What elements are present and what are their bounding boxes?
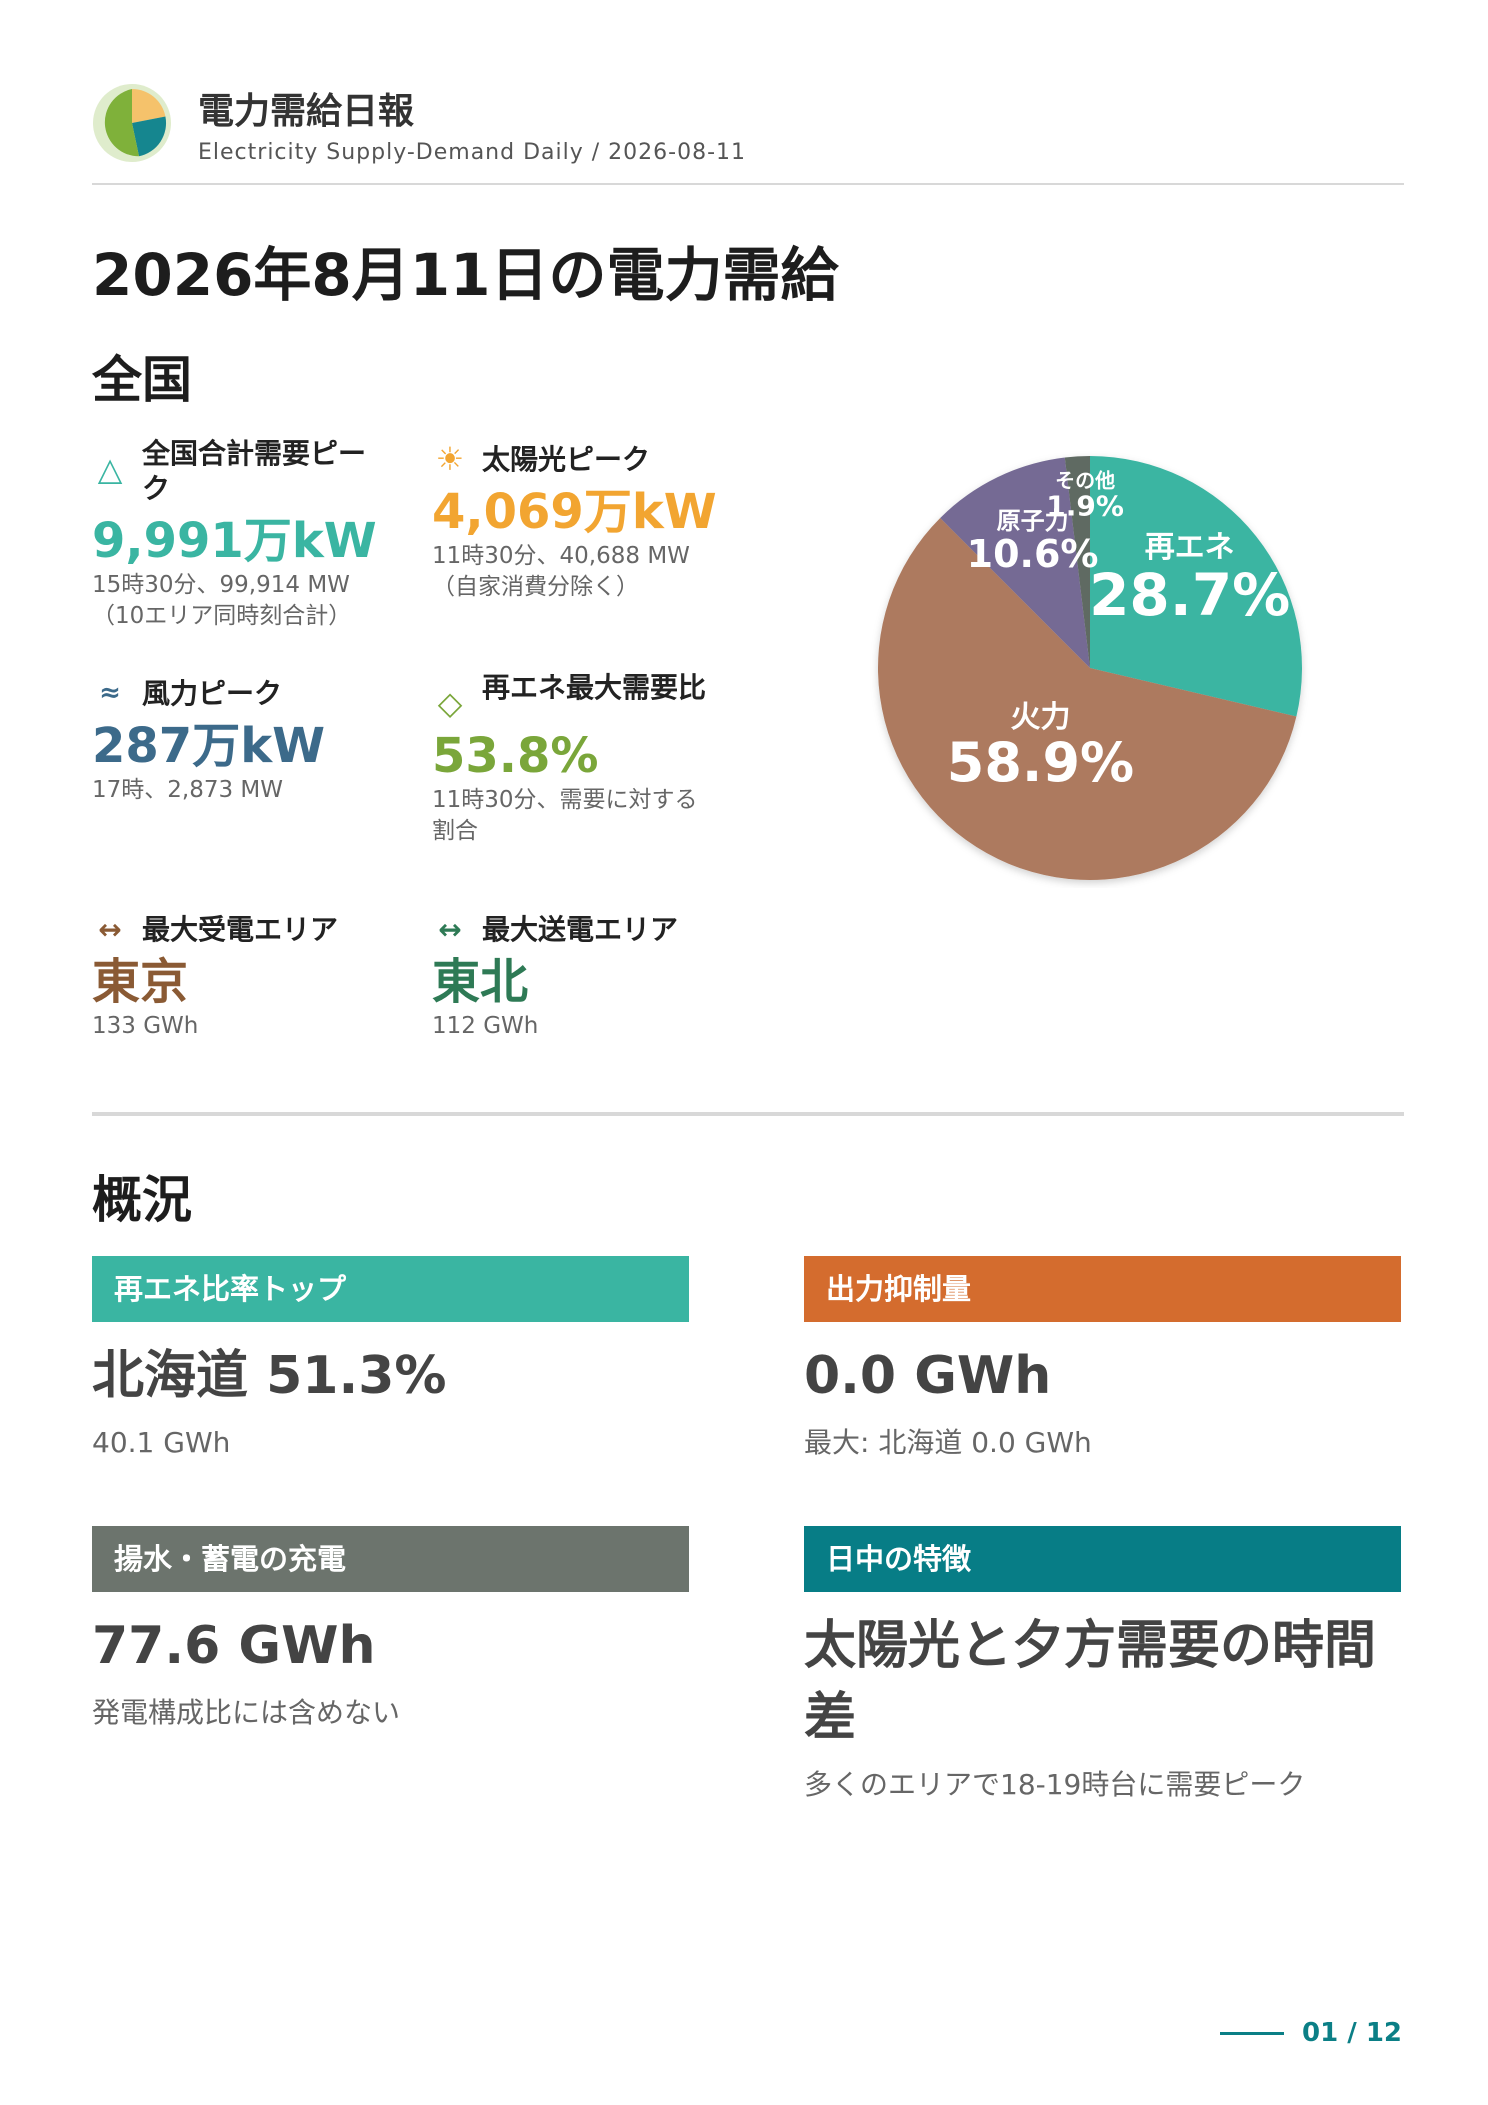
page-title: 2026年8月11日の電力需給 xyxy=(92,241,839,309)
stat-note: （自家消費分除く） xyxy=(432,574,639,600)
pie-slice xyxy=(940,457,1090,668)
stat-solar-peak: ☀ 太陽光ピーク 4,069万kW 11時30分、40,688 MW （自家消費… xyxy=(432,442,732,603)
stat-value: 4,069万kW xyxy=(432,484,717,540)
card-daytime-feature: 日中の特徴 太陽光と夕方需要の時間差 多くのエリアで18-19時台に需要ピーク xyxy=(804,1526,1401,1804)
stat-peak-demand: △ 全国合計需要ピーク 9,991万kW 15時30分、99,914 MW （1… xyxy=(92,436,392,632)
stat-note: 112 GWh xyxy=(432,1013,539,1039)
pie-slice xyxy=(1064,456,1090,668)
card-header: 日中の特徴 xyxy=(804,1526,1401,1592)
pie-slice xyxy=(1090,456,1302,717)
stat-note: 15時30分、99,914 MW xyxy=(92,572,350,598)
stat-note: 17時、2,873 MW xyxy=(92,777,284,803)
arrow-lr-icon: ↔ xyxy=(438,913,462,946)
page-number: 01 / 12 xyxy=(1302,2018,1402,2048)
stat-renewable-ratio: ◇ 再エネ最大需要比 53.8% 11時30分、需要に対する 割合 xyxy=(432,670,732,847)
header-divider xyxy=(92,183,1404,185)
section-divider xyxy=(92,1112,1404,1116)
logo-pie-icon xyxy=(93,84,171,162)
triangle-icon: △ xyxy=(97,450,123,488)
card-note: 最大: 北海道 0.0 GWh xyxy=(804,1426,1092,1459)
card-value: 77.6 GWh xyxy=(92,1616,376,1676)
stat-label: 太陽光ピーク xyxy=(482,443,651,476)
app-subtitle: Electricity Supply-Demand Daily / 2026-0… xyxy=(198,140,747,165)
stat-label: 風力ピーク xyxy=(142,677,283,710)
card-curtailment: 出力抑制量 0.0 GWh 最大: 北海道 0.0 GWh xyxy=(804,1256,1401,1462)
card-renewable-top: 再エネ比率トップ 北海道 51.3% 40.1 GWh xyxy=(92,1256,689,1462)
pie-slice-label: その他 xyxy=(1055,468,1115,492)
stat-note: 133 GWh xyxy=(92,1013,199,1039)
pie-slice-value: 58.9% xyxy=(947,731,1134,794)
stat-note: 割合 xyxy=(432,818,478,844)
stat-label: 再エネ最大需要比 xyxy=(482,671,707,704)
section-title-overview: 概況 xyxy=(92,1171,192,1229)
wind-icon: ≈ xyxy=(99,678,121,708)
stat-max-import: ↔ 最大受電エリア 東京 133 GWh xyxy=(92,912,392,1042)
card-value: 太陽光と夕方需要の時間差 xyxy=(804,1616,1377,1748)
pie-slice-value: 1.9% xyxy=(1046,489,1124,522)
pager-line xyxy=(1220,2031,1285,2035)
page-indicator: 01 / 12 xyxy=(1220,2018,1402,2048)
stat-value: 9,991万kW xyxy=(92,513,377,569)
card-value: 0.0 GWh xyxy=(804,1346,1052,1406)
card-pumped-storage: 揚水・蓄電の充電 77.6 GWh 発電構成比には含めない xyxy=(92,1526,689,1732)
arrow-lr-icon: ↔ xyxy=(98,913,122,946)
pie-slice-value: 10.6% xyxy=(967,532,1099,576)
pie-slice-label: 火力 xyxy=(1010,700,1070,735)
stat-note: （10エリア同時刻合計） xyxy=(92,603,352,629)
stat-max-export: ↔ 最大送電エリア 東北 112 GWh xyxy=(432,912,732,1042)
stat-value: 東京 xyxy=(92,954,189,1010)
stat-note: 11時30分、40,688 MW xyxy=(432,543,690,569)
card-header: 出力抑制量 xyxy=(804,1256,1401,1322)
stat-label: 最大受電エリア xyxy=(142,913,339,946)
card-note: 多くのエリアで18-19時台に需要ピーク xyxy=(804,1768,1306,1801)
stat-value: 287万kW xyxy=(92,718,326,774)
stat-note: 11時30分、需要に対する xyxy=(432,787,698,813)
pie-slice-label: 再エネ xyxy=(1145,530,1235,565)
card-note: 40.1 GWh xyxy=(92,1426,231,1459)
card-note: 発電構成比には含めない xyxy=(92,1696,401,1729)
stat-wind-peak: ≈ 風力ピーク 287万kW 17時、2,873 MW xyxy=(92,676,392,806)
section-title-national: 全国 xyxy=(92,351,192,409)
card-value: 北海道 51.3% xyxy=(92,1346,447,1406)
card-header: 再エネ比率トップ xyxy=(92,1256,689,1322)
card-header: 揚水・蓄電の充電 xyxy=(92,1526,689,1592)
sun-icon: ☀ xyxy=(435,440,465,478)
stat-label: 最大送電エリア xyxy=(482,913,679,946)
pie-slice-value: 28.7% xyxy=(1089,561,1290,629)
stat-value: 53.8% xyxy=(432,728,599,784)
stat-label: 全国合計需要ピーク xyxy=(142,437,367,505)
app-title: 電力需給日報 xyxy=(198,91,415,132)
pie-slice-label: 原子力 xyxy=(997,507,1069,535)
diamond-icon: ◇ xyxy=(437,684,463,722)
pie-slice xyxy=(878,517,1297,880)
stat-value: 東北 xyxy=(432,954,529,1010)
